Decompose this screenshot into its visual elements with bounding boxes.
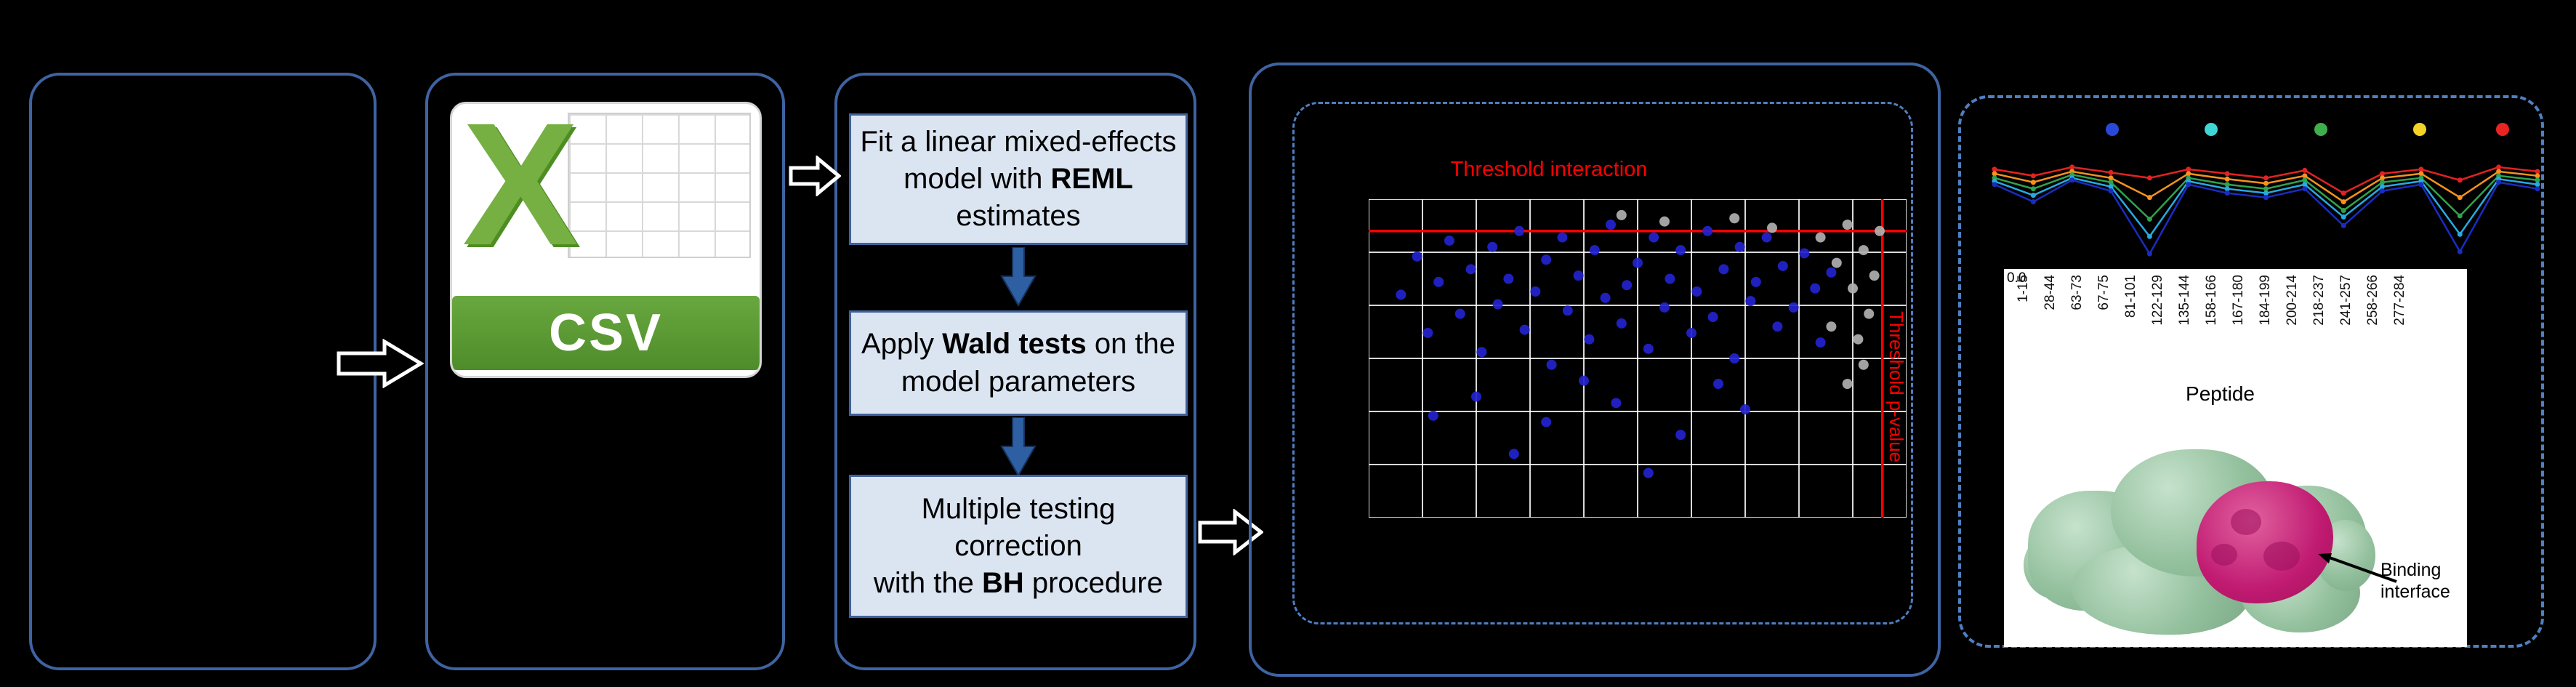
threshold-pvalue-label: Threshold p-value xyxy=(1885,311,1907,463)
step-text: Fit a linear mixed-effects model with RE… xyxy=(858,124,1178,236)
peptide-tick-label: 122-129 xyxy=(2150,275,2165,326)
panel-statistics-workflow: Fit a linear mixed-effects model with RE… xyxy=(834,73,1196,670)
peptide-tick-label: 1-15 xyxy=(2016,275,2031,303)
peptide-line-chart xyxy=(1992,164,2540,257)
legend-dot-green xyxy=(2314,123,2327,136)
flow-arrow-icon xyxy=(789,156,841,196)
step-reml-model: Fit a linear mixed-effects model with RE… xyxy=(849,113,1188,245)
peptide-tick-label: 135-144 xyxy=(2177,275,2192,326)
x-axis-title: Peptide xyxy=(2186,382,2255,405)
profile-legend xyxy=(1991,123,2541,139)
panel-raw-data xyxy=(29,73,377,670)
panel-csv-input: X CSV xyxy=(425,73,785,670)
binding-interface-label: Binding interface xyxy=(2380,560,2450,602)
excel-x-logo: X xyxy=(462,102,579,281)
flow-arrow-icon xyxy=(337,339,424,388)
step-bh-correction: Multiple testing correction with the BH … xyxy=(849,475,1188,618)
peptide-tick-label: 241-257 xyxy=(2338,275,2354,326)
legend-dot-blue xyxy=(2106,123,2119,136)
peptide-tick-label: 184-199 xyxy=(2258,275,2273,326)
legend-dot-yellow xyxy=(2413,123,2426,136)
csv-label: CSV xyxy=(452,296,760,370)
binding-surface-detail xyxy=(2263,542,2300,571)
peptide-tick-label: 67-75 xyxy=(2096,275,2112,310)
peptide-tick-label: 218-237 xyxy=(2311,275,2327,326)
peptide-tick-label: 63-73 xyxy=(2069,275,2085,310)
spreadsheet-grid xyxy=(568,113,751,258)
peptide-tick-labels: 1-15 28-44 63-73 67-75 81-101 122-129 135-144 1… xyxy=(2004,269,2440,367)
binding-surface-detail xyxy=(2211,544,2237,566)
peptide-axis-panel: 0.0 1-15 28-44 63-73 67-75 81-101 122-129 135-… xyxy=(2004,269,2467,647)
peptide-tick-label: 258-266 xyxy=(2365,275,2380,326)
peptide-tick-label: 277-284 xyxy=(2392,275,2407,326)
step-text-bold: Wald tests xyxy=(942,328,1087,361)
step-text-segment: procedure xyxy=(1023,567,1163,600)
step-text-segment: Multiple testing correction with the xyxy=(874,492,1116,600)
panel-peptide-profile: 0.0 1-15 28-44 63-73 67-75 81-101 122-129 135-… xyxy=(1958,95,2544,648)
step-text-bold: BH xyxy=(981,567,1024,600)
step-text-segment: Apply xyxy=(861,328,943,361)
step-wald-tests: Apply Wald tests on the model parameters xyxy=(849,310,1188,416)
y-axis-tick: 0.0 xyxy=(2007,270,2026,286)
threshold-interaction-label: Threshold interaction xyxy=(1450,158,1648,181)
legend-dot-cyan xyxy=(2205,123,2218,136)
peptide-tick-label: 158-166 xyxy=(2204,275,2219,326)
flow-arrow-icon xyxy=(1198,509,1263,555)
step-text: Apply Wald tests on the model parameters xyxy=(858,326,1178,400)
down-arrow-icon xyxy=(1000,417,1037,477)
step-text-segment: Fit a linear mixed-effects model with xyxy=(860,125,1177,195)
panel-volcano-plot: Threshold interaction Threshold p-value xyxy=(1249,63,1941,677)
step-text-segment: estimates xyxy=(956,200,1081,233)
peptide-tick-label: 81-101 xyxy=(2123,275,2138,318)
step-text-segment: on the model parameters xyxy=(901,328,1176,398)
protein-structure-image xyxy=(2024,422,2377,640)
peptide-tick-label: 200-214 xyxy=(2285,275,2300,326)
peptide-tick-label: 167-180 xyxy=(2231,275,2246,326)
csv-file-icon: X CSV xyxy=(450,102,762,378)
binding-interface-region xyxy=(2197,481,2333,603)
legend-dot-red xyxy=(2496,123,2509,136)
peptide-tick-label: 28-44 xyxy=(2042,275,2058,310)
dashed-frame: Threshold interaction Threshold p-value xyxy=(1292,102,1913,624)
step-text: Multiple testing correction with the BH … xyxy=(858,491,1178,603)
volcano-scatter-plot xyxy=(1369,199,1907,518)
binding-surface-detail xyxy=(2231,509,2261,535)
down-arrow-icon xyxy=(1000,247,1037,307)
step-text-bold: REML xyxy=(1050,162,1133,195)
